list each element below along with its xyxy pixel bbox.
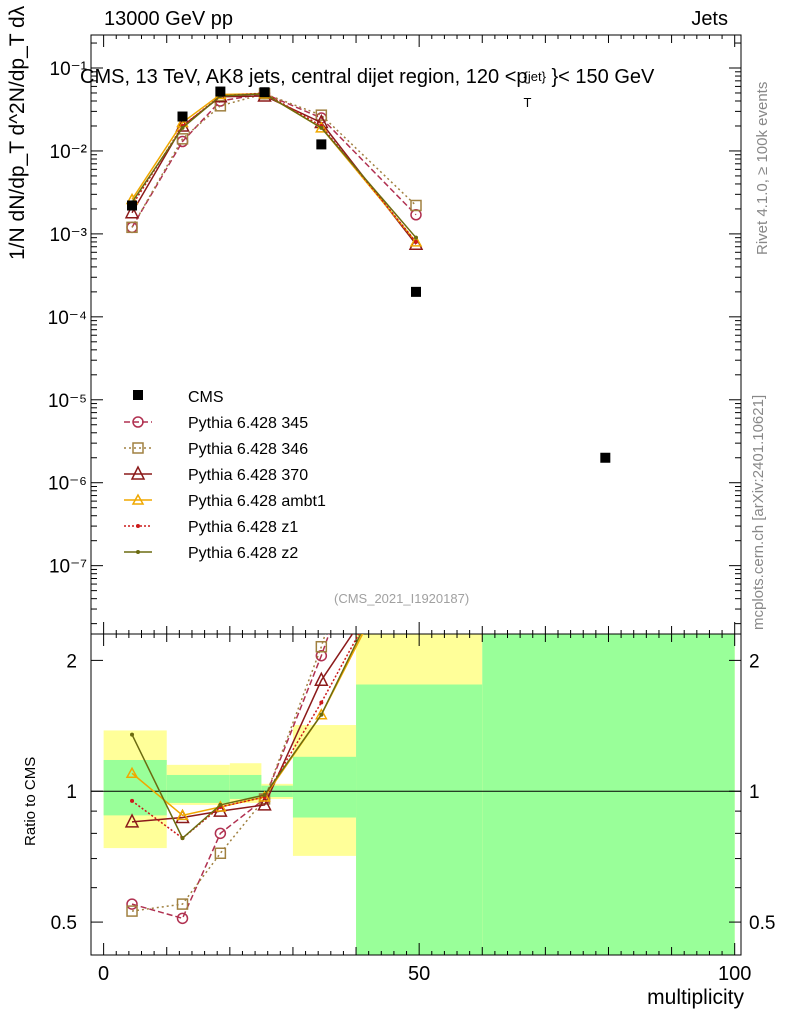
series-line-z2	[131, 92, 417, 239]
ratio-frame	[90, 633, 742, 956]
ratio-point-p346	[176, 898, 189, 910]
title-sup: {jet}	[523, 69, 546, 84]
ratio-point-p370	[213, 802, 228, 817]
legend-marker-z2	[136, 550, 140, 554]
series-point-z2	[414, 235, 418, 240]
ratio-point-p370	[314, 671, 329, 687]
ratio-point-p370	[257, 796, 272, 811]
series-point-ambt1	[315, 121, 328, 133]
series-point-p346	[126, 221, 138, 234]
ratio-point-ambt1	[258, 790, 271, 802]
ratio-line-p345	[131, 634, 330, 920]
ratio-band-inner	[166, 774, 230, 803]
x-tick-label: 0	[98, 963, 109, 985]
legend-label: Pythia 6.428 z1	[188, 519, 298, 536]
ratio-point-p345	[214, 827, 227, 840]
ratio-point-ambt1	[315, 708, 328, 720]
legend-marker-z1	[136, 524, 140, 528]
cms-point	[127, 200, 138, 211]
x-tick-label: 50	[408, 963, 430, 985]
legend-label: Pythia 6.428 z2	[188, 545, 298, 562]
legend-marker-ambt1	[131, 493, 145, 505]
ratio-band-inner	[356, 684, 483, 955]
series-point-p346	[214, 100, 227, 112]
ratio-point-ambt1	[125, 766, 139, 778]
ratio-point-p346	[126, 905, 138, 917]
ratio-y-tick-label-right: 2	[749, 651, 760, 672]
header-right: Jets	[691, 8, 728, 30]
ratio-band-inner	[482, 634, 735, 955]
title-sub: T	[523, 95, 532, 110]
ratio-point-z2	[319, 712, 324, 717]
cms-point	[600, 452, 611, 463]
ratio-point-p370	[124, 813, 140, 828]
ratio-y-tick-label-right: 0.5	[749, 913, 775, 934]
series-point-ambt1	[409, 235, 423, 247]
legend-marker-p370	[130, 465, 146, 480]
title-suffix: }< 150 GeV	[551, 66, 655, 88]
legend-label: CMS	[188, 389, 224, 406]
legend-marker-p345	[132, 416, 144, 428]
ratio-point-z1	[130, 798, 135, 803]
ratio-point-z2	[262, 793, 267, 798]
series-line-z1	[131, 92, 417, 243]
ratio-line-z1	[131, 634, 360, 840]
y-tick-label: 10⁻⁴	[48, 308, 87, 329]
series-point-p346	[315, 109, 328, 121]
series-line-ambt1	[131, 92, 417, 243]
ratio-band-inner	[229, 774, 262, 799]
series-line-p346	[131, 92, 417, 228]
series-point-p346	[176, 133, 189, 145]
ratio-band-inner	[292, 756, 357, 818]
cms-point	[215, 86, 226, 97]
plot-title: CMS, 13 TeV, AK8 jets, central dijet reg…	[80, 66, 655, 110]
header-left: 13000 GeV pp	[104, 8, 233, 30]
y-tick-label: 10⁻¹	[50, 59, 88, 80]
legend-label: Pythia 6.428 ambt1	[188, 493, 326, 510]
title-prefix: CMS, 13 TeV, AK8 jets, central dijet reg…	[80, 66, 528, 88]
cms-point	[259, 87, 270, 98]
y-tick-label: 10⁻²	[50, 142, 88, 163]
y-tick-label: 10⁻⁷	[49, 557, 87, 578]
series-point-z2	[180, 125, 185, 130]
series-point-z2	[319, 125, 324, 130]
y-tick-label: 10⁻⁵	[48, 391, 87, 412]
ratio-point-z2	[180, 836, 185, 841]
ratio-point-p345	[315, 649, 328, 662]
watermark: (CMS_2021_I1920187)	[334, 591, 470, 606]
x-tick-label: 100	[718, 963, 751, 985]
ratio-point-ambt1	[176, 808, 189, 821]
ratio-band-inner	[103, 759, 167, 816]
ratio-point-z2	[218, 802, 223, 807]
legend-label: Pythia 6.428 370	[188, 467, 308, 484]
ratio-point-p346	[315, 640, 328, 653]
series-point-z1	[414, 239, 418, 244]
legend-marker-p346	[132, 442, 144, 454]
cms-point	[411, 286, 421, 297]
ratio-point-z2	[130, 732, 135, 737]
ratio-line-z2	[131, 634, 362, 840]
series-line-p370	[131, 95, 417, 245]
ratio-y-tick-label: 2	[66, 651, 77, 672]
ratio-point-p345	[126, 898, 138, 910]
ratio-point-p346	[214, 847, 227, 859]
y-tick-label: 10⁻³	[50, 225, 88, 246]
legend-label: Pythia 6.428 345	[188, 415, 308, 432]
y-tick-label: 10⁻⁶	[48, 474, 87, 495]
series-point-p346	[410, 199, 422, 212]
ratio-point-z1	[319, 700, 324, 705]
x-axis-label: multiplicity	[647, 986, 744, 1009]
ratio-point-p345	[176, 912, 189, 925]
ratio-line-p370	[131, 634, 354, 823]
ratio-y-tick-label: 0.5	[51, 913, 77, 934]
legend-label: Pythia 6.428 346	[188, 441, 308, 458]
cms-point	[177, 111, 188, 122]
ratio-y-tick-label: 1	[66, 782, 77, 803]
series-line-p345	[131, 92, 417, 228]
ratio-y-tick-label-right: 1	[749, 782, 760, 803]
series-point-p370	[124, 204, 140, 219]
legend-marker-cms	[133, 390, 143, 400]
cms-point	[316, 139, 327, 150]
